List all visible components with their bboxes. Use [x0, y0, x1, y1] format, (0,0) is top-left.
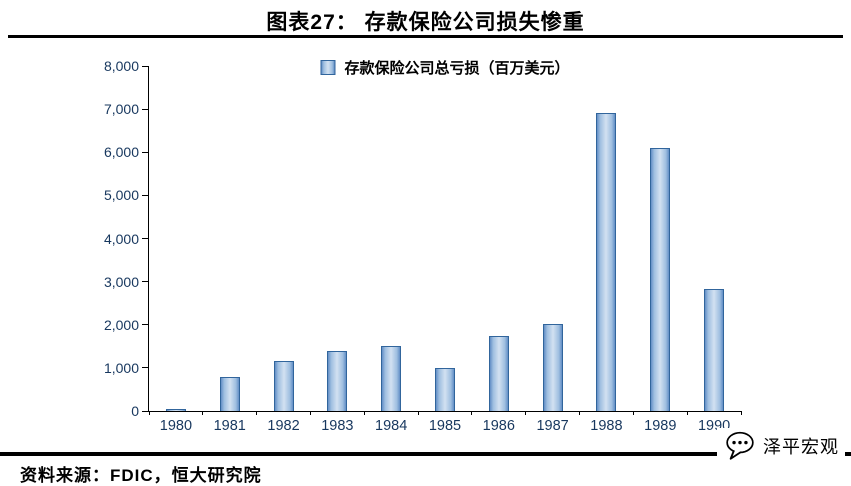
y-axis-tick	[142, 324, 149, 326]
bar-1989	[650, 147, 671, 411]
y-axis-tick	[142, 194, 149, 196]
y-axis-label: 2,000	[103, 316, 139, 333]
bar-1988	[596, 113, 617, 411]
y-axis-tick	[142, 238, 149, 239]
x-axis-label: 1987	[536, 418, 569, 434]
x-axis-tick	[471, 411, 473, 415]
bar-1986	[488, 336, 509, 411]
watermark: 泽平宏观	[717, 428, 845, 464]
footer-divider	[0, 452, 851, 456]
x-axis-label: 1988	[590, 418, 623, 434]
y-axis-label: 7,000	[103, 101, 139, 118]
x-axis-tick	[202, 411, 204, 415]
plot-area: 存款保险公司总亏损（百万美元） 0 1,000 2,000 3,000 4,000 5,0…	[104, 57, 742, 434]
x-axis-tick	[148, 411, 150, 415]
bar-1980	[165, 408, 186, 411]
y-axis-tick	[142, 367, 149, 369]
x-axis-label: 1985	[428, 418, 462, 434]
legend-swatch-icon	[320, 60, 336, 75]
bar-1990	[704, 289, 725, 411]
y-axis-label: 4,000	[103, 230, 139, 247]
x-axis-label: 1986	[482, 418, 515, 434]
watermark-label: 泽平宏观	[763, 437, 839, 457]
x-axis-label: 1981	[213, 418, 246, 434]
legend-label: 存款保险公司总亏损（百万美元）	[344, 60, 570, 77]
bar-1983	[327, 350, 348, 411]
y-axis-label: 0	[131, 403, 139, 419]
x-axis-tick	[740, 411, 742, 415]
chart-title: 图表27： 存款保险公司损失惨重	[266, 11, 585, 34]
x-axis-tick	[686, 411, 688, 415]
bar-1981	[219, 377, 240, 411]
x-axis-label: 1989	[644, 418, 677, 434]
x-axis-tick	[417, 411, 419, 415]
x-axis-label: 1984	[375, 418, 408, 434]
x-axis-label: 1983	[321, 418, 354, 434]
y-axis-label: 3,000	[103, 273, 139, 290]
title-divider	[8, 35, 843, 38]
bar-1984	[381, 346, 402, 411]
speech-bubble-icon	[726, 431, 754, 460]
bar-1987	[542, 323, 563, 411]
x-axis-tick	[309, 411, 311, 415]
x-axis-label: 1982	[267, 418, 300, 434]
y-axis-tick	[142, 151, 149, 153]
y-axis-label: 6,000	[103, 144, 139, 161]
source-note: 资料来源：FDIC，恒大研究院	[20, 466, 262, 485]
y-axis-tick	[142, 108, 149, 110]
bar-1982	[273, 361, 294, 411]
x-axis-tick	[256, 411, 258, 415]
x-axis-tick	[363, 411, 365, 415]
y-axis-tick	[142, 65, 149, 67]
x-axis-tick	[632, 411, 634, 415]
x-axis-tick	[525, 411, 527, 415]
y-axis-label: 5,000	[103, 187, 139, 204]
y-axis-tick	[142, 281, 149, 283]
legend: 存款保险公司总亏损（百万美元）	[316, 57, 574, 78]
y-axis-label: 1,000	[103, 359, 139, 376]
y-axis-label: 8,000	[103, 58, 139, 74]
y-axis-tick	[142, 410, 149, 412]
bar-1985	[435, 367, 455, 411]
x-axis-tick	[579, 411, 581, 415]
x-axis-label: 1980	[159, 418, 193, 434]
